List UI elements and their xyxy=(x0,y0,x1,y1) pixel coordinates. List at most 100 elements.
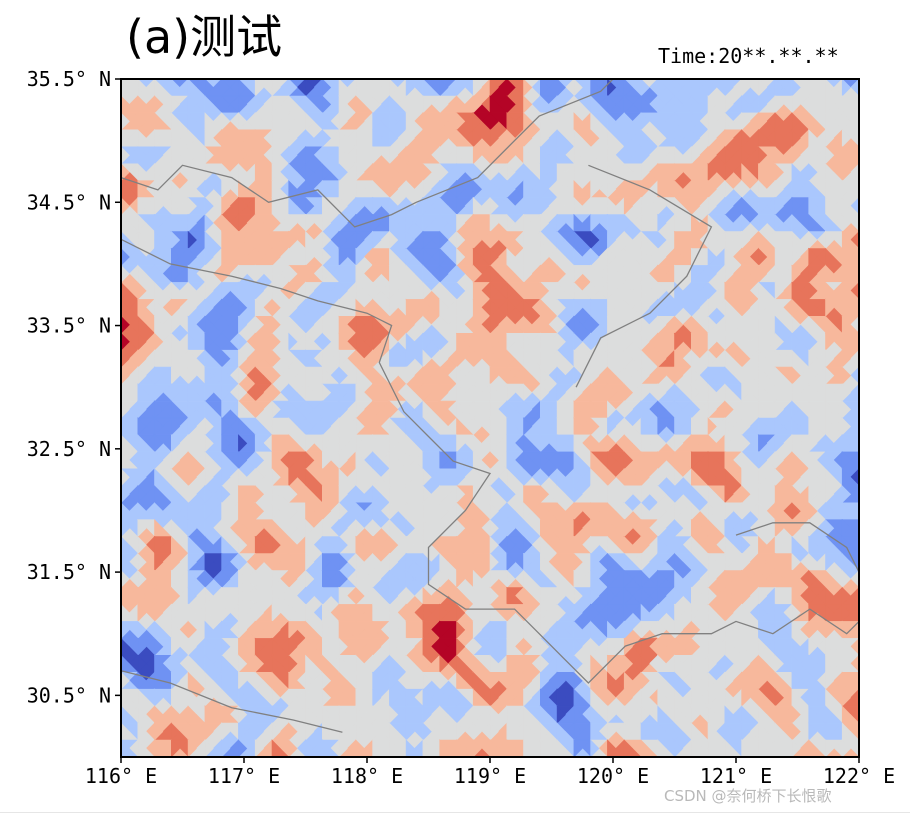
heat-cell xyxy=(204,281,214,301)
heat-cell xyxy=(523,146,533,165)
heat-cell xyxy=(690,315,701,334)
heat-cell xyxy=(389,281,399,301)
heat-cell xyxy=(439,79,449,97)
heat-cell xyxy=(405,95,415,114)
heat-cell xyxy=(187,95,197,114)
heat-cell xyxy=(489,213,499,233)
heat-cell xyxy=(607,281,617,301)
heat-cell xyxy=(238,95,248,114)
heat-cell xyxy=(204,230,214,250)
heat-cell xyxy=(741,315,751,334)
heat-cell xyxy=(456,196,466,216)
heat-cell xyxy=(573,349,583,368)
heat-cell xyxy=(422,315,432,334)
heat-cell xyxy=(539,213,550,233)
heat-cell xyxy=(305,332,315,351)
heat-cell xyxy=(523,349,533,368)
heat-cell xyxy=(556,213,566,233)
heat-cell xyxy=(254,146,265,165)
heat-cell xyxy=(121,332,130,351)
heat-cell xyxy=(154,112,164,131)
heat-cell xyxy=(238,196,248,216)
heat-cell xyxy=(623,112,634,131)
heat-cell xyxy=(305,129,315,148)
heat-cell xyxy=(472,179,483,199)
heat-cell xyxy=(422,179,432,199)
heat-cell xyxy=(187,213,197,233)
heat-cell xyxy=(288,213,298,233)
heat-cell xyxy=(590,179,600,199)
heat-cell xyxy=(607,146,617,165)
heat-cell xyxy=(774,247,784,267)
heat-cell xyxy=(707,349,717,368)
heat-cell xyxy=(456,247,466,267)
heat-cell xyxy=(690,95,701,114)
heat-cell xyxy=(405,112,415,131)
heat-cell xyxy=(372,281,382,301)
heat-cell xyxy=(154,281,164,301)
heat-cell xyxy=(774,315,784,334)
heat-cell xyxy=(674,298,684,318)
heat-cell xyxy=(724,95,734,114)
heat-cell xyxy=(556,230,566,250)
heat-cell xyxy=(456,146,466,165)
heat-cell xyxy=(640,112,650,131)
heat-cell xyxy=(321,112,332,131)
heat-cell xyxy=(841,315,852,334)
heat-cell xyxy=(271,298,281,318)
heat-cell xyxy=(506,95,516,114)
heat-cell xyxy=(674,349,684,368)
heat-cell xyxy=(657,230,667,250)
heat-cell xyxy=(808,95,818,114)
heat-cell xyxy=(758,247,768,267)
heat-cell xyxy=(221,247,231,267)
heat-cell xyxy=(539,146,550,165)
heat-cell xyxy=(690,247,701,267)
heat-cell xyxy=(187,281,197,301)
heat-cell xyxy=(389,179,399,199)
heat-cell xyxy=(590,315,600,334)
heat-cell xyxy=(707,112,717,131)
heat-cell xyxy=(690,79,701,97)
heat-cell xyxy=(355,146,365,165)
heat-cell xyxy=(305,298,315,318)
heat-cell xyxy=(607,213,617,233)
heat-cell xyxy=(355,129,365,148)
heat-cell xyxy=(774,213,784,233)
heat-cell xyxy=(506,281,516,301)
heat-cell xyxy=(623,196,634,216)
heat-cell xyxy=(338,95,348,114)
heat-cell xyxy=(422,264,432,284)
heat-cell xyxy=(456,332,466,351)
heat-cell xyxy=(439,230,449,250)
heat-cell xyxy=(607,298,617,318)
heat-cell xyxy=(690,163,701,182)
heat-cell xyxy=(271,247,281,267)
heat-cell xyxy=(187,247,197,267)
heat-cell xyxy=(774,112,784,131)
heat-cell xyxy=(523,213,533,233)
heat-cell xyxy=(355,332,365,351)
heat-cell xyxy=(674,95,684,114)
heat-cell xyxy=(623,315,634,334)
heat-cell xyxy=(825,79,835,97)
heat-cell xyxy=(758,196,768,216)
heat-cell xyxy=(841,179,852,199)
heat-cell xyxy=(372,146,382,165)
heat-cell xyxy=(774,332,784,351)
heat-cell xyxy=(623,332,634,351)
heat-cell xyxy=(405,196,415,216)
heat-cell xyxy=(707,332,717,351)
heat-cell xyxy=(389,332,399,351)
heat-cell xyxy=(724,129,734,148)
heat-cell xyxy=(607,179,617,199)
heat-cell xyxy=(556,332,566,351)
heat-cell xyxy=(539,95,550,114)
heat-cell xyxy=(372,112,382,131)
heat-cell xyxy=(405,247,415,267)
heat-cell xyxy=(623,163,634,182)
heat-cell xyxy=(137,196,147,216)
heat-cell xyxy=(791,79,801,97)
heat-cell xyxy=(523,112,533,131)
heat-cell xyxy=(523,129,533,148)
